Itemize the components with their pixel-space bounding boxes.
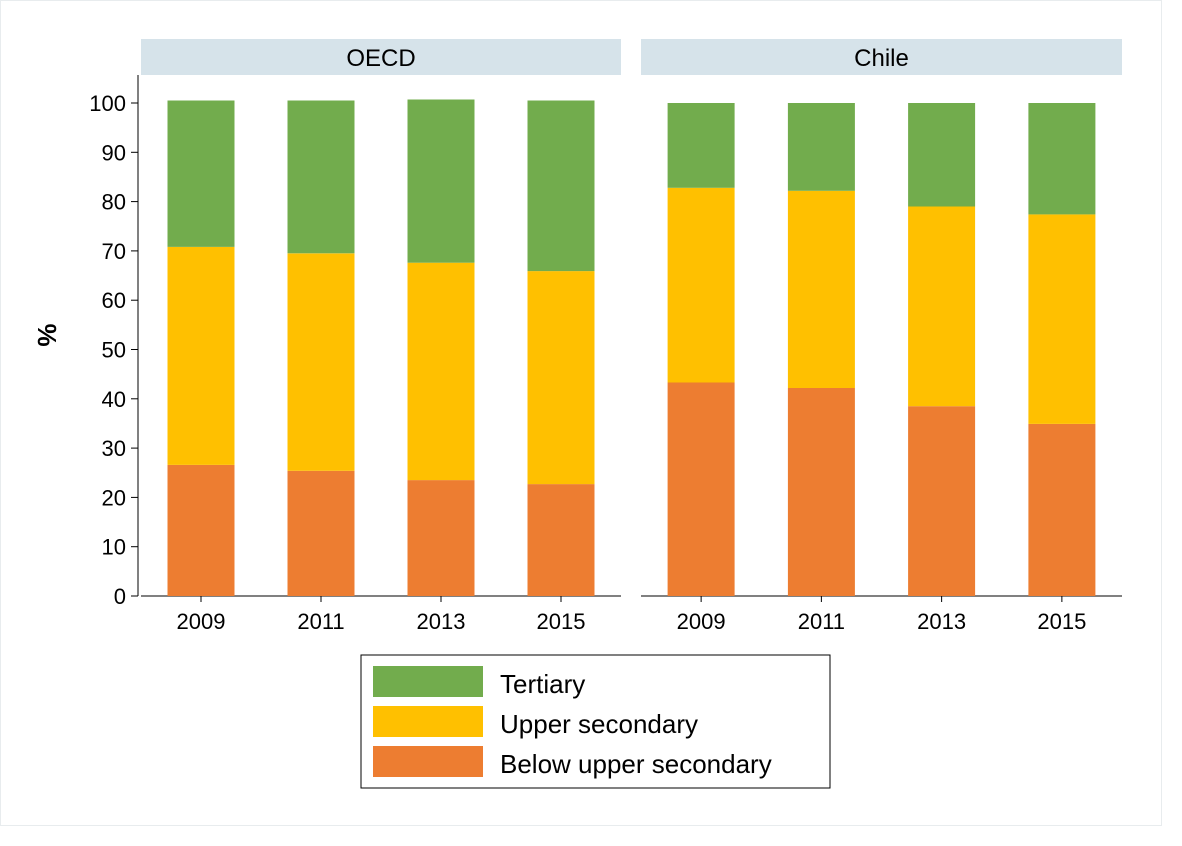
y-tick-label: 60	[102, 288, 126, 313]
y-tick-label: 100	[89, 91, 126, 116]
bar-segment-tertiary	[287, 100, 355, 254]
y-tick-label: 40	[102, 387, 126, 412]
bar-segment-tertiary	[167, 100, 235, 247]
bar-segment-upper-secondary	[667, 187, 735, 383]
bar-segment-below-upper-secondary	[908, 406, 976, 596]
bar-segment-below-upper-secondary	[407, 480, 475, 596]
bar-segment-below-upper-secondary	[667, 382, 735, 596]
y-axis: 0 10 20 30 40 50 60 70 80 90 100	[89, 75, 139, 609]
y-tick-label: 10	[102, 535, 126, 560]
bar-segment-upper-secondary	[167, 247, 235, 465]
panel-strip	[141, 39, 621, 75]
panel-chile: Chile 2009 2011 2013 2015	[641, 39, 1122, 634]
panel-title: OECD	[346, 45, 415, 72]
x-tick-label: 2009	[677, 609, 726, 634]
bar-segment-below-upper-secondary	[527, 484, 595, 596]
bar-segment-upper-secondary	[407, 262, 475, 481]
bar-segment-upper-secondary	[908, 206, 976, 407]
y-tick-label: 80	[102, 190, 126, 215]
x-tick-label: 2013	[917, 609, 966, 634]
y-tick-label: 50	[102, 338, 126, 363]
panel-title: Chile	[854, 45, 909, 72]
x-tick-label: 2015	[1037, 609, 1086, 634]
bar-segment-below-upper-secondary	[167, 464, 235, 596]
bar-segment-tertiary	[908, 103, 976, 207]
bar-segment-tertiary	[527, 100, 595, 272]
bar-segment-below-upper-secondary	[287, 470, 355, 596]
bar-segment-below-upper-secondary	[787, 388, 855, 596]
legend-swatch-upper-secondary	[373, 706, 483, 737]
x-tick-label: 2015	[537, 609, 586, 634]
panel-strip	[641, 39, 1122, 75]
y-axis-label: %	[32, 323, 62, 346]
y-tick-label: 90	[102, 140, 126, 165]
bar-segment-upper-secondary	[287, 253, 355, 471]
bar-segment-tertiary	[787, 103, 855, 191]
bar-segment-upper-secondary	[1028, 214, 1096, 424]
x-tick-label: 2013	[417, 609, 466, 634]
bar-segment-upper-secondary	[527, 271, 595, 485]
bar-segment-tertiary	[407, 99, 475, 263]
y-tick-label: 30	[102, 436, 126, 461]
chart-panels: OECD 2009 2011 2013 2015 Chile 2009 2011 2013 201…	[141, 39, 1122, 634]
y-tick-label: 0	[114, 584, 126, 609]
panel-oecd: OECD 2009 2011 2013 2015	[141, 39, 621, 634]
bar-segment-tertiary	[667, 103, 735, 188]
y-tick-label: 20	[102, 485, 126, 510]
x-tick-label: 2011	[798, 609, 845, 634]
legend-label-tertiary: Tertiary	[500, 669, 585, 699]
legend: Tertiary Upper secondary Below upper secon…	[360, 654, 831, 789]
bar-segment-upper-secondary	[787, 190, 855, 388]
y-tick-label: 70	[102, 239, 126, 264]
legend-label-below-upper-secondary: Below upper secondary	[500, 749, 772, 779]
legend-label-upper-secondary: Upper secondary	[500, 709, 698, 739]
bar-segment-tertiary	[1028, 103, 1096, 215]
x-tick-label: 2009	[177, 609, 226, 634]
x-tick-label: 2011	[297, 609, 344, 634]
legend-swatch-tertiary	[373, 666, 483, 697]
legend-swatch-below-upper-secondary	[373, 746, 483, 777]
bar-segment-below-upper-secondary	[1028, 423, 1096, 596]
